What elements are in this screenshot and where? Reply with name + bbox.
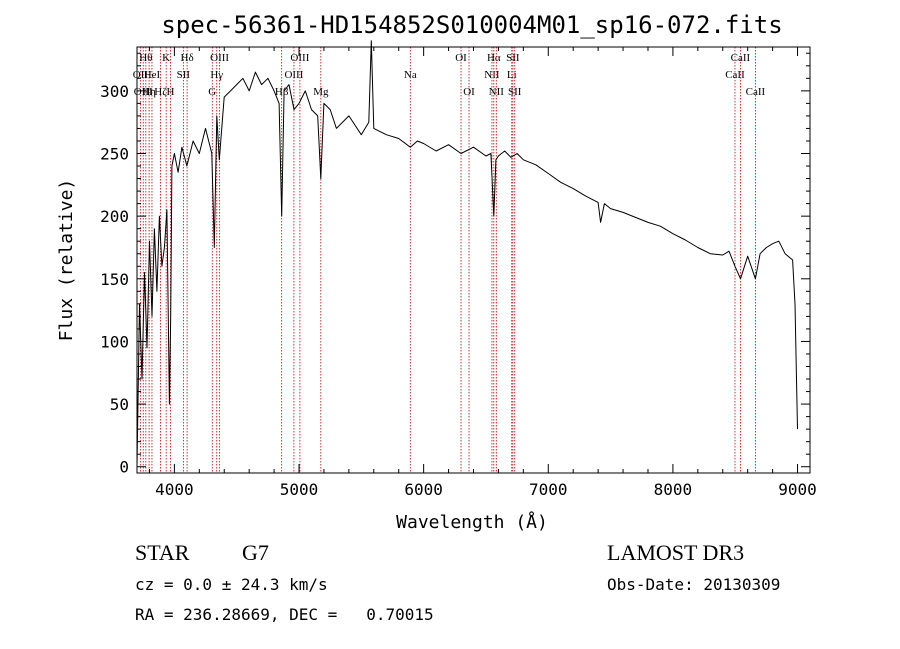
line-label: Na (404, 69, 417, 81)
object-class: STAR (135, 540, 190, 565)
line-label: CaII (725, 69, 745, 81)
line-label: OIII (284, 69, 303, 81)
y-axis-label: Flux (relative) (56, 179, 77, 342)
x-axis-label: Wavelength (Å) (396, 511, 548, 533)
spectrum-data-layer (136, 40, 798, 467)
y-tick-label: 50 (110, 395, 129, 414)
x-tick-label: 6000 (404, 480, 443, 499)
line-label: OIII (134, 86, 153, 98)
line-label: OI (463, 86, 475, 98)
x-tick-label: 8000 (654, 480, 693, 499)
line-label: CaII (746, 86, 766, 98)
line-label: H (167, 86, 175, 98)
x-tick-label: 9000 (778, 480, 817, 499)
line-marker-layer: OIIOIIIHθHηHeIHζKHSIIHδGHγOIIIHβOIIIOIII… (133, 47, 766, 473)
line-label: OIII (290, 52, 309, 64)
spectrum-line (136, 40, 798, 467)
y-tick-label: 150 (100, 270, 129, 289)
y-tick-label: 250 (100, 145, 129, 164)
line-label: HeI (144, 69, 161, 81)
y-tick-label: 300 (100, 82, 129, 101)
line-label: OIII (210, 52, 229, 64)
plot-frame (136, 46, 811, 474)
line-label: SII (506, 52, 520, 64)
x-tick-label: 7000 (529, 480, 568, 499)
line-label: SII (177, 69, 191, 81)
survey-name: LAMOST DR3 (607, 540, 745, 565)
x-tick-label: 5000 (280, 480, 319, 499)
line-label: NII (489, 86, 505, 98)
line-label: Li (507, 69, 517, 81)
line-label: G (208, 86, 216, 98)
redshift-readout: cz = 0.0 ± 24.3 km/s (135, 575, 328, 594)
chart-title: spec-56361-HD154852S010004M01_sp16-072.f… (161, 11, 782, 39)
line-label: K (162, 52, 170, 64)
y-tick-label: 100 (100, 332, 129, 351)
line-label: Hγ (210, 69, 223, 81)
line-label: SII (508, 86, 522, 98)
line-label: Hθ (139, 52, 152, 64)
line-label: OI (455, 52, 467, 64)
line-label: Hδ (181, 52, 194, 64)
y-tick-label: 200 (100, 207, 129, 226)
x-tick-label: 4000 (155, 480, 194, 499)
y-tick-label: 0 (119, 458, 129, 477)
axis-layer: 4000 5000 6000 7000 8000 9000 0 50 100 150 200 250 3… (100, 47, 817, 499)
line-label: NII (484, 69, 500, 81)
obs-date: Obs-Date: 20130309 (607, 575, 781, 594)
line-label: Mg (313, 86, 329, 98)
line-label: Hη (142, 86, 156, 98)
coordinates-readout: RA = 236.28669, DEC = 0.70015 (135, 605, 434, 624)
subclass: G7 (242, 540, 269, 565)
line-label: CaII (731, 52, 751, 64)
line-label: Hζ (154, 86, 167, 98)
line-label: Hα (487, 52, 501, 64)
